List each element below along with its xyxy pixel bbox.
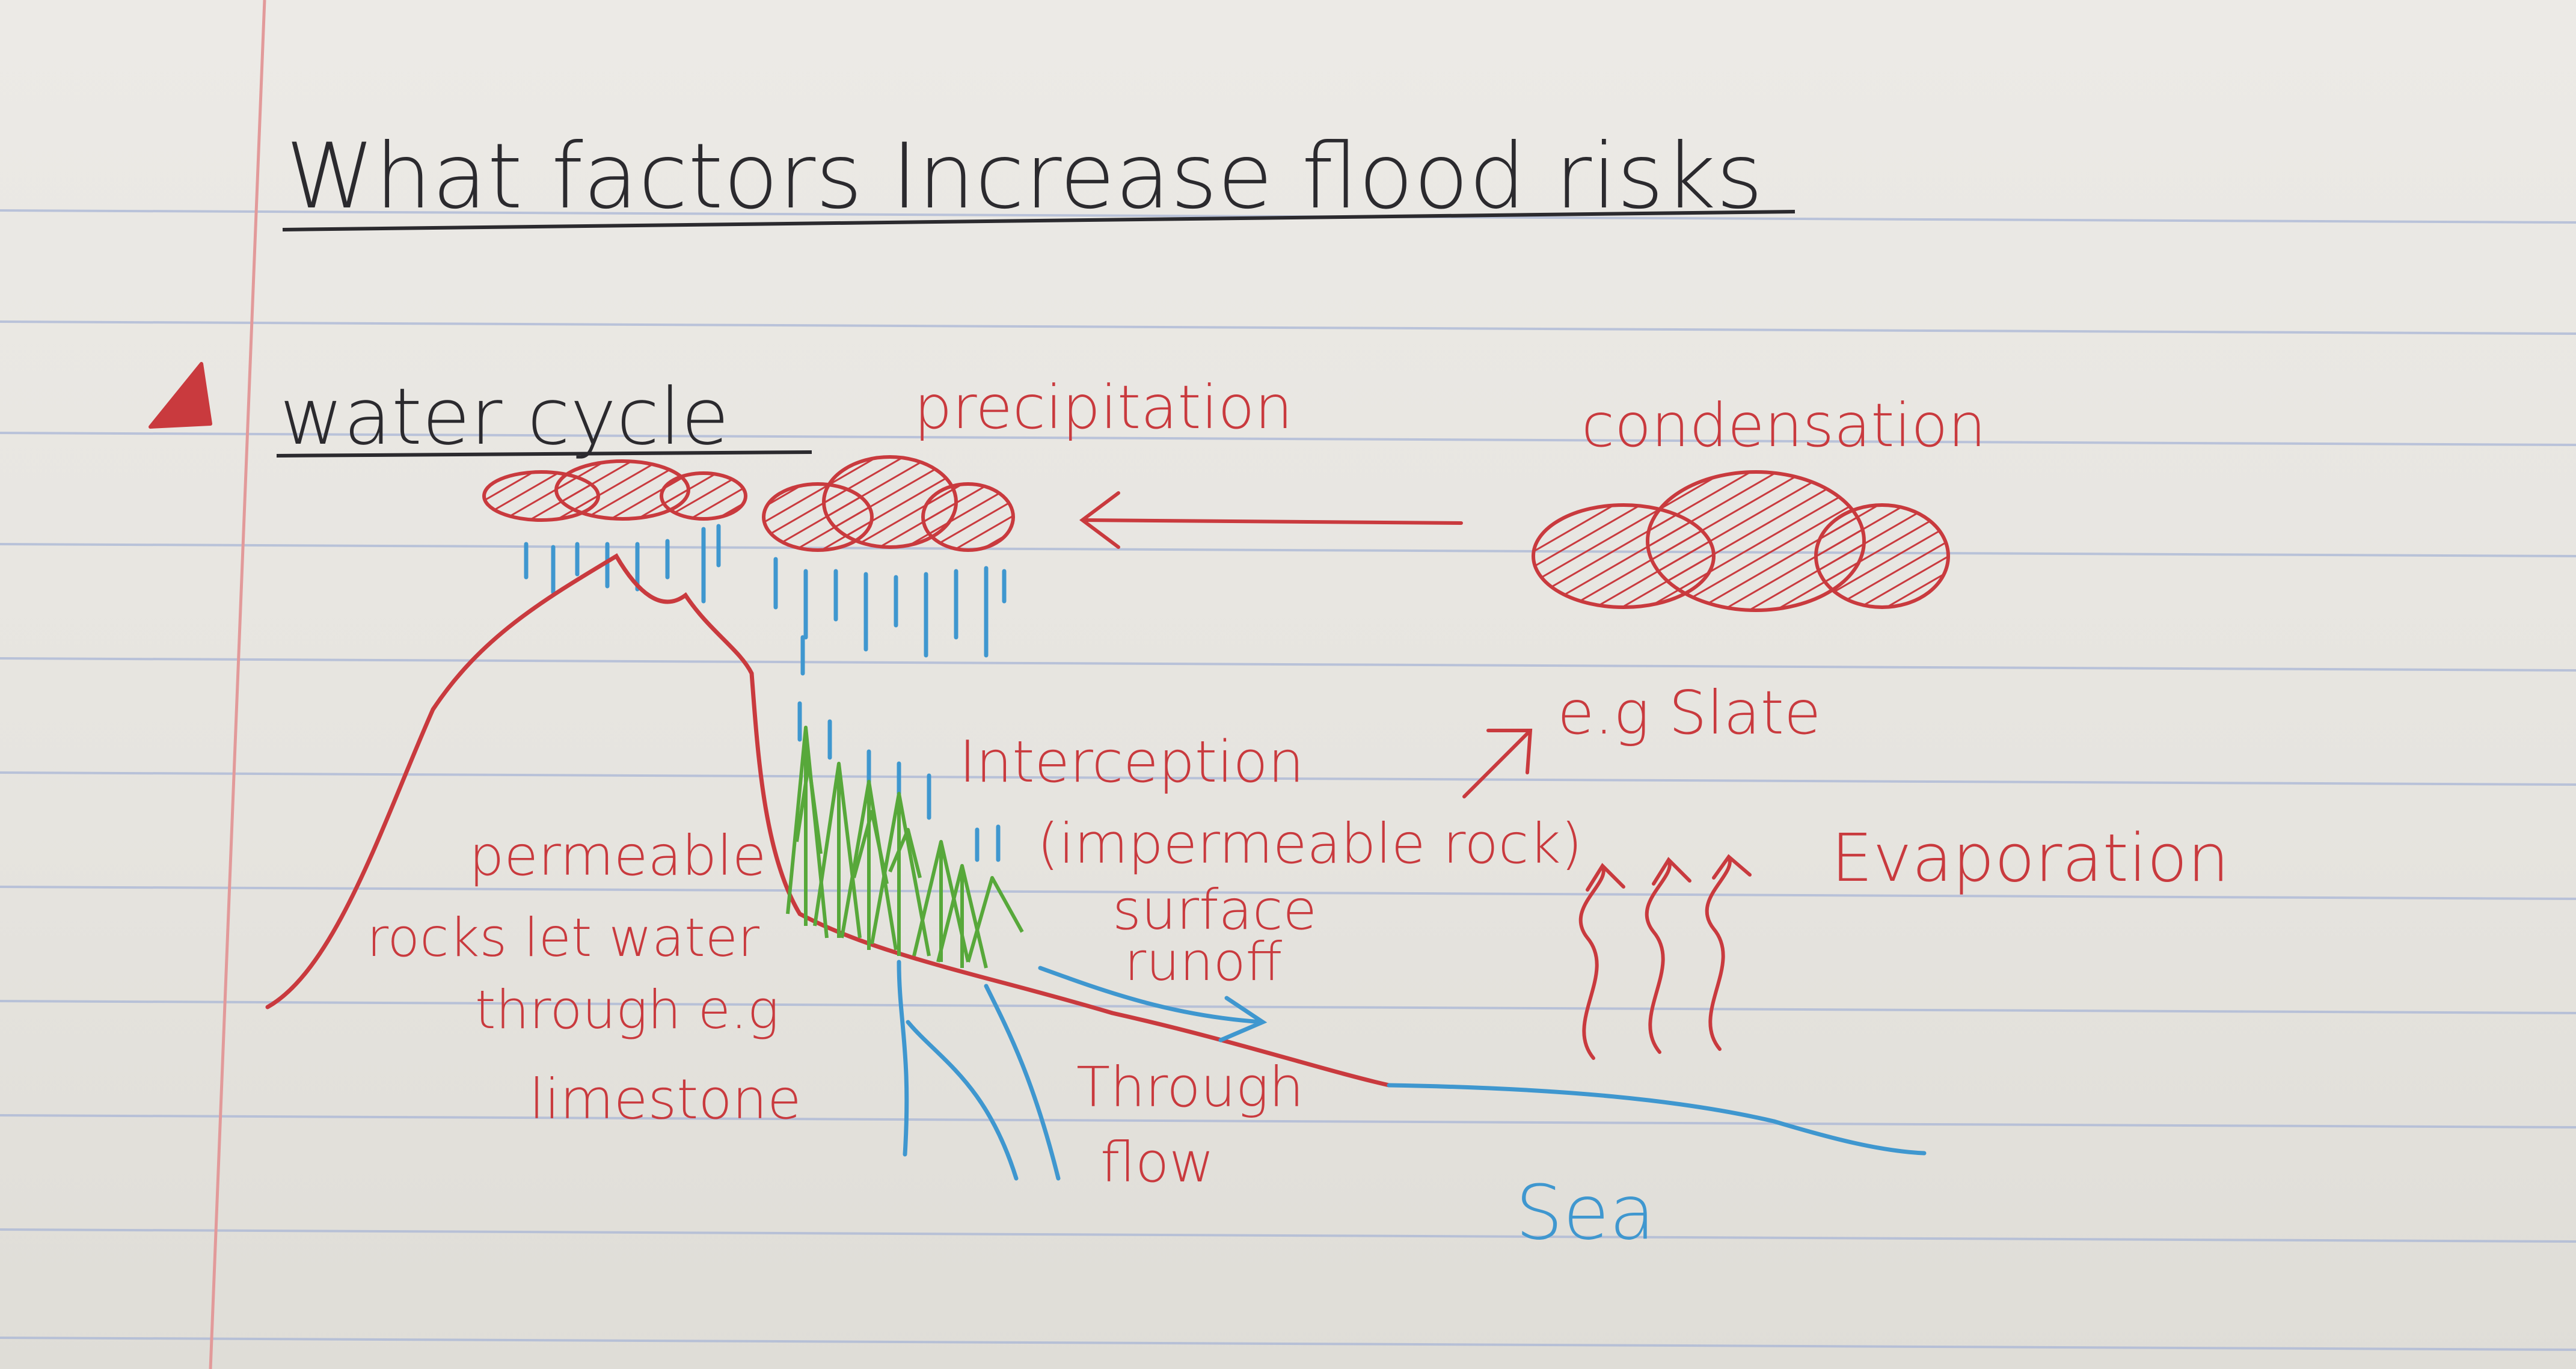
label-example-slate: e.g Slate	[1557, 678, 1821, 748]
label-condensation: condensation	[1581, 390, 1986, 461]
label-surface: surface	[1112, 878, 1317, 942]
label-sea: Sea	[1515, 1169, 1655, 1257]
condensation-arrow	[1079, 491, 1463, 549]
throughflow-lines	[897, 960, 1061, 1181]
forest-icon	[786, 726, 1024, 969]
sea-line	[1387, 1083, 1927, 1156]
rain-cloud-left-icon	[482, 459, 747, 522]
page-title: What factors Increase flood risks	[286, 124, 1763, 229]
label-permeable-2: rocks let water	[367, 907, 760, 969]
land-profile	[265, 553, 1391, 1088]
label-permeable-1: permeable	[469, 824, 766, 888]
rain-cloud-right-icon	[762, 455, 1015, 552]
label-permeable-3: through e.g	[475, 979, 779, 1041]
title-underline	[282, 210, 1796, 231]
margin-line	[209, 0, 266, 1369]
label-runoff: runoff	[1124, 931, 1283, 993]
label-precipitation: precipitation	[914, 372, 1293, 443]
slate-pointer-arrow	[1462, 729, 1533, 798]
condensation-cloud-icon	[1532, 470, 1950, 612]
warning-triangle-icon	[149, 362, 212, 429]
label-evaporation: Evaporation	[1831, 819, 2229, 896]
rain-drops	[524, 524, 1007, 862]
label-flow: flow	[1100, 1130, 1214, 1195]
surface-runoff-arrow	[1038, 966, 1268, 1043]
heading-underline	[276, 450, 812, 458]
label-through: Through	[1076, 1055, 1304, 1119]
evaporation-arrows-icon	[1578, 854, 1752, 1060]
label-impermeable-rock: (impermeable rock)	[1037, 812, 1583, 876]
section-heading: water cycle	[280, 371, 729, 462]
ruled-lines	[0, 209, 2576, 1351]
label-interception: Interception	[959, 729, 1304, 795]
label-permeable-4: limestone	[529, 1067, 802, 1132]
